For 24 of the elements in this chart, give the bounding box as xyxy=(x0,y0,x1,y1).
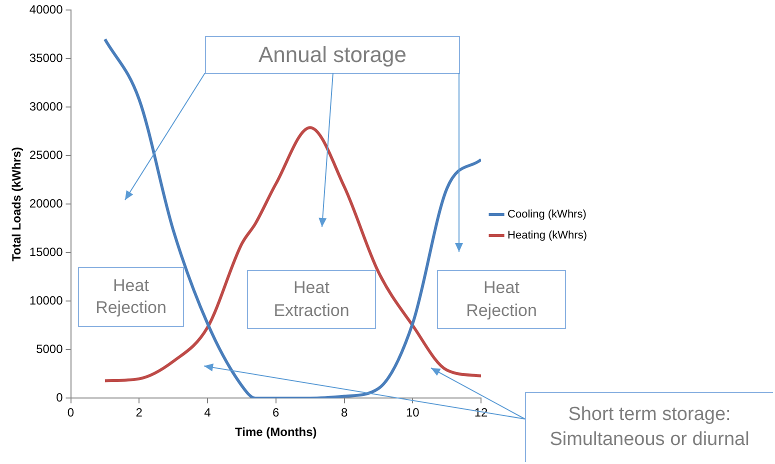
legend-label: Heating (kWhrs) xyxy=(508,230,588,242)
text: Short term storage: Simultaneous or diurnal xyxy=(525,392,773,462)
y-tick-label: 0 xyxy=(56,390,64,405)
y-tick-label: 15000 xyxy=(29,245,64,260)
y-tick-label: 30000 xyxy=(29,100,64,114)
y-tick-label: 20000 xyxy=(29,196,64,211)
y-tick-label: 35000 xyxy=(29,51,64,66)
y-axis-title: Total Loads (kWhrs) xyxy=(10,146,24,262)
x-tick-label: 2 xyxy=(136,406,143,420)
x-tick-label: 4 xyxy=(204,406,212,420)
legend-label: Cooling (kWhrs) xyxy=(508,208,586,221)
annotation: Heat Rejection xyxy=(78,267,184,327)
x-tick-label: 0 xyxy=(67,406,74,420)
y-tick-label: 25000 xyxy=(29,148,64,162)
x-axis-title: Time (Months) xyxy=(235,425,317,440)
y-tick-label: 10000 xyxy=(29,294,64,308)
y-tick-label: 40000 xyxy=(29,2,64,17)
x-tick-label: 6 xyxy=(272,406,280,420)
x-tick-label: 8 xyxy=(340,406,348,420)
annotation: Heat Rejection xyxy=(437,270,566,329)
annotation: Heat Extraction xyxy=(247,270,376,329)
y-tick-label: 5000 xyxy=(36,342,64,356)
x-tick-label: 10 xyxy=(406,406,420,420)
annotation: Annual storage xyxy=(205,36,460,74)
